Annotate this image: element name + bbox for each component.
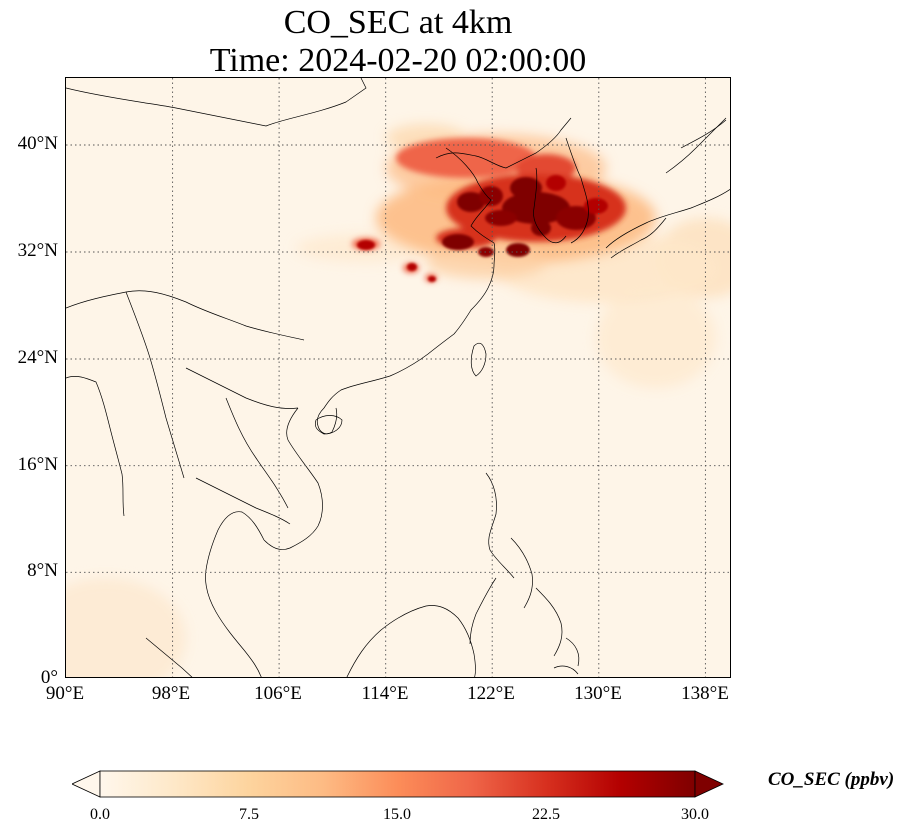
colorbar-gradient <box>99 770 696 798</box>
map-canvas <box>66 78 730 677</box>
colorbar-tick-0: 0.0 <box>90 806 110 823</box>
map-title: CO_SEC at 4km <box>283 4 513 41</box>
lat-label-16n: 16°N <box>17 454 58 475</box>
lon-label-98e: 98°E <box>151 683 191 704</box>
map-subtitle-time: Time: 2024-02-20 02:00:00 <box>209 42 587 79</box>
colorbar-label: CO_SEC (ppbv) <box>768 769 895 790</box>
lon-label-106e: 106°E <box>254 683 302 704</box>
lon-label-122e: 122°E <box>467 683 515 704</box>
colorbar-extend-min <box>71 770 101 798</box>
colorbar-tick-22-5: 22.5 <box>532 806 560 823</box>
gridlines <box>66 78 730 677</box>
co-haze-field <box>66 218 730 677</box>
lat-label-0: 0° <box>40 667 58 688</box>
colorbar-tick-30: 30.0 <box>681 806 709 823</box>
map-panel <box>65 77 731 678</box>
colorbar-tick-7-5: 7.5 <box>239 806 259 823</box>
colorbar-extend-max <box>694 770 724 798</box>
lon-label-114e: 114°E <box>361 683 409 704</box>
colorbar <box>71 770 724 798</box>
lat-label-40n: 40°N <box>17 133 58 154</box>
lat-label-32n: 32°N <box>17 240 58 261</box>
colorbar-tick-15: 15.0 <box>383 806 411 823</box>
lat-label-24n: 24°N <box>17 347 58 368</box>
lat-label-8n: 8°N <box>27 560 58 581</box>
coastlines <box>66 78 730 677</box>
lon-label-130e: 130°E <box>574 683 622 704</box>
co-plume-core <box>357 175 608 282</box>
lon-label-138e: 138°E <box>681 683 729 704</box>
lon-label-90e: 90°E <box>45 683 85 704</box>
